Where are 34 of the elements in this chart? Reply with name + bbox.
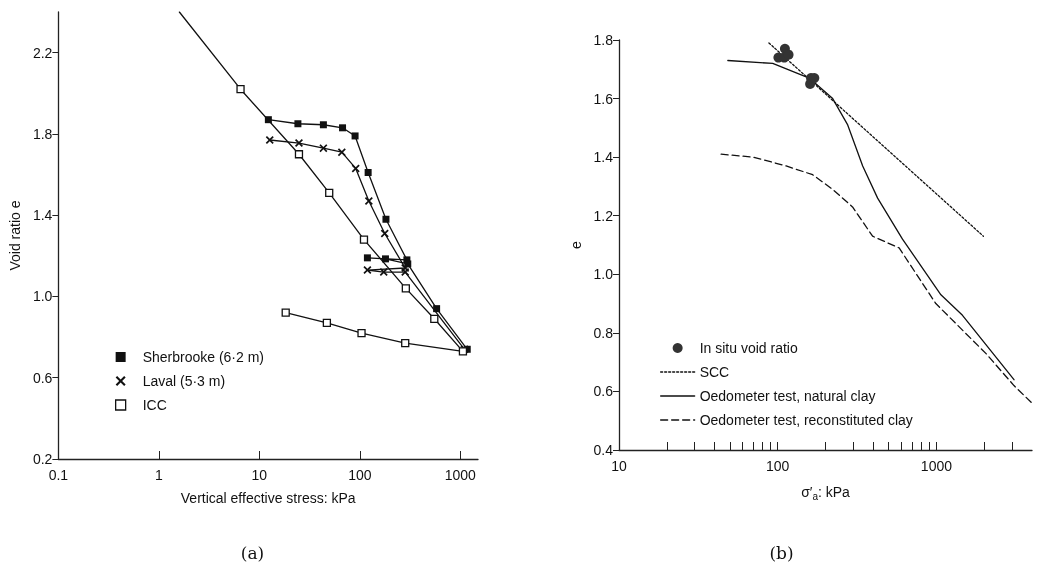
- y-axis-title: Void ratio e: [7, 200, 23, 271]
- y-tick-label: 1.4: [593, 149, 614, 166]
- x-tick-label: 100: [348, 467, 372, 483]
- legend-label: ICC: [142, 397, 167, 413]
- x-tick-label: 1: [154, 467, 163, 483]
- legend-label: Oedometer test, reconstituted clay: [699, 412, 913, 428]
- y-tick-label: 0.6: [32, 369, 53, 386]
- y-tick-label: 1.8: [32, 125, 53, 142]
- y-tick-label: 1.0: [593, 266, 614, 283]
- y-tick-label: 1.6: [593, 90, 614, 107]
- legend-label: SCC: [699, 364, 730, 380]
- y-tick-label: 0.6: [593, 383, 614, 400]
- x-tick-label: 10: [611, 458, 627, 474]
- y-tick-label: 1.2: [593, 207, 614, 224]
- text: (a): [240, 542, 265, 563]
- x-tick-label: 1000: [444, 467, 477, 483]
- y-axis-title: e: [567, 240, 584, 249]
- x-axis-title: Vertical effective stress: kPa: [180, 490, 356, 506]
- x-tick-label: 10: [251, 467, 268, 483]
- y-tick-label: 2.2: [32, 44, 53, 61]
- y-tick-label: 1.8: [593, 32, 614, 48]
- x-tick-label: 0.1: [48, 467, 69, 483]
- y-tick-label: 1.4: [32, 207, 53, 224]
- y-tick-label: 1.0: [32, 288, 53, 305]
- y-tick-label: 0.4: [593, 442, 614, 458]
- text: (b): [769, 542, 794, 563]
- y-tick-label: 0.2: [32, 451, 53, 467]
- legend-label: Oedometer test, natural clay: [699, 388, 876, 404]
- legend-label: Sherbrooke (6·2 m): [142, 349, 265, 365]
- legend-label: In situ void ratio: [699, 340, 798, 356]
- x-tick-label: 1000: [920, 458, 953, 474]
- legend-label: Laval (5·3 m): [142, 373, 226, 389]
- x-tick-label: 100: [766, 458, 790, 474]
- y-tick-label: 0.8: [593, 324, 614, 341]
